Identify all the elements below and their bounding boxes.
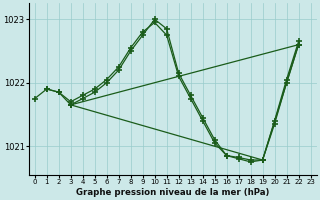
X-axis label: Graphe pression niveau de la mer (hPa): Graphe pression niveau de la mer (hPa) <box>76 188 269 197</box>
